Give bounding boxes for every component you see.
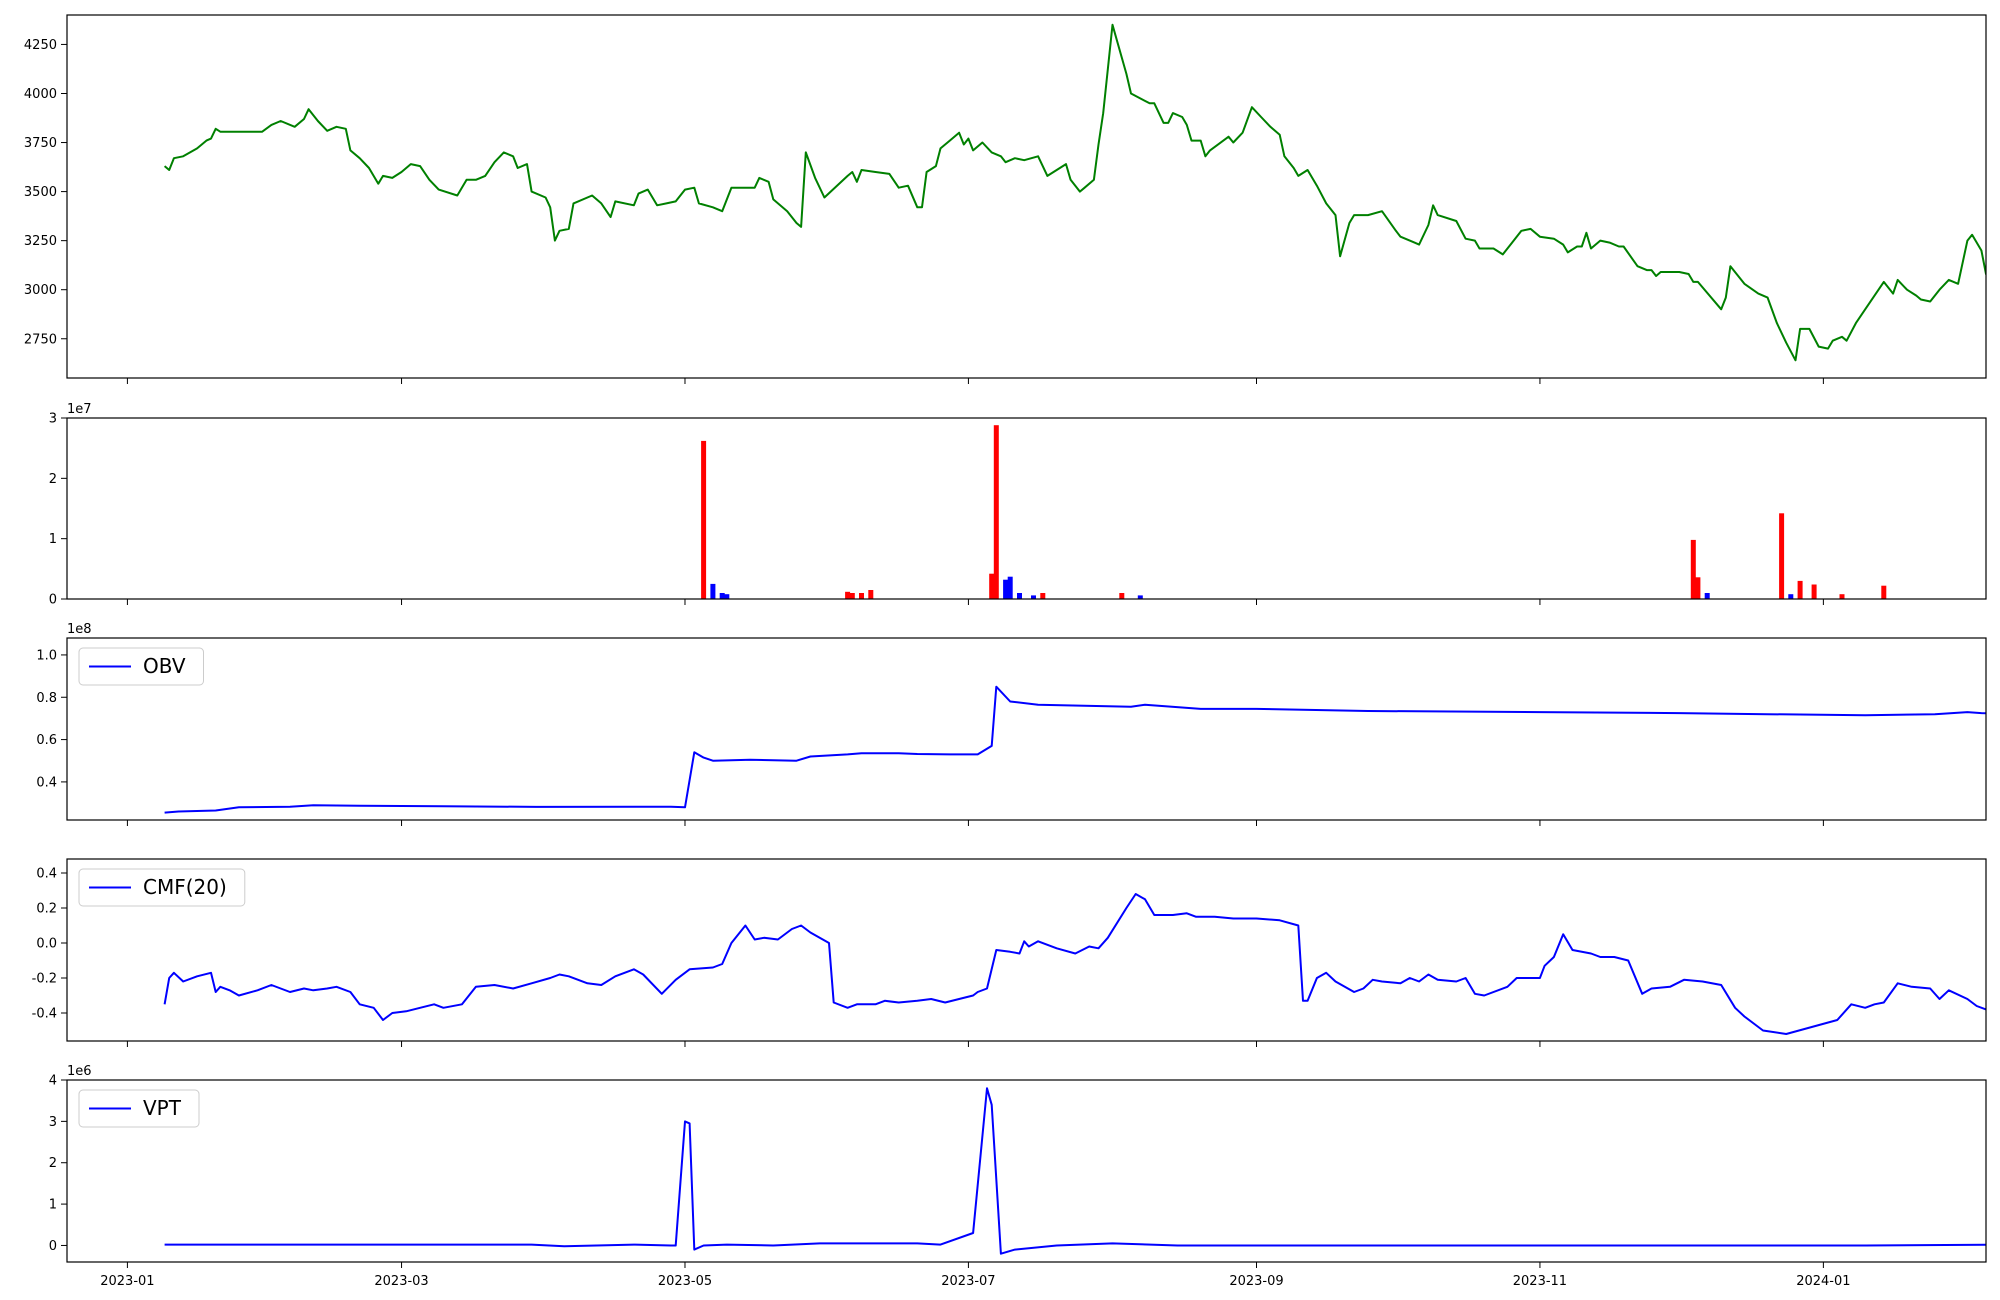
volume-bar [1119, 593, 1125, 599]
axes-frame [66, 417, 1987, 600]
legend-label: VPT [143, 1096, 182, 1120]
x-tick-label: 2023-01 [100, 1274, 154, 1289]
volume-bar [993, 425, 999, 599]
x-tick-label: 2023-11 [1513, 1274, 1567, 1289]
y-axis-multiplier: 1e6 [67, 1064, 92, 1079]
plot-area [163, 23, 1986, 362]
y-tick-label: 2 [49, 472, 57, 487]
volume-bar [719, 593, 725, 599]
volume-bar [1017, 593, 1022, 599]
cmf-20-line [163, 893, 1986, 1035]
y-tick-label: 4250 [24, 38, 57, 53]
cmf-panel: -0.4 -0.2 0.0 0.2 0.4 CMF(20) [32, 858, 1987, 1047]
y-tick-label: 1 [49, 1198, 57, 1213]
y-tick-label: 0 [49, 1239, 57, 1254]
y-tick-label: 3 [49, 412, 57, 427]
y-tick-label: 3750 [24, 136, 57, 151]
y-tick-label: 4000 [24, 87, 57, 102]
volume-bar [1137, 595, 1143, 599]
y-tick-label: 4 [49, 1074, 57, 1089]
plot-area [163, 893, 1986, 1035]
volume-bar [701, 440, 707, 599]
volume-bar [1788, 594, 1794, 599]
volume-bar [1695, 577, 1701, 599]
y-axis-multiplier: 1e7 [67, 402, 92, 417]
x-tick-label: 2023-03 [374, 1274, 428, 1289]
y-tick-label: 3000 [24, 283, 57, 298]
y-tick-label: 0.8 [36, 691, 57, 706]
plot-area [164, 685, 1986, 814]
volume-bar [859, 593, 864, 599]
y-tick-label: 1.0 [36, 648, 57, 663]
volume-bar [1811, 584, 1817, 599]
y-tick-label: -0.2 [32, 972, 57, 987]
volume-bar [849, 593, 855, 599]
vpt-panel: 0 1 2 3 4 1e6 2023-01 2023-03 2023-05 2023-07 2023… [49, 1064, 1987, 1289]
legend-box [78, 647, 204, 686]
vpt-line [164, 1087, 1986, 1255]
x-tick-label: 2023-05 [658, 1274, 712, 1289]
volume-bar [1881, 585, 1887, 599]
volume-bar [1031, 595, 1036, 599]
y-tick-label: 3500 [24, 185, 57, 200]
y-tick-label: 2 [49, 1156, 57, 1171]
plot-area [164, 1087, 1986, 1255]
x-tick-label: 2024-01 [1796, 1274, 1850, 1289]
volume-bar [1007, 576, 1013, 599]
volume-bar [1704, 593, 1710, 599]
y-tick-label: 0.2 [36, 902, 57, 917]
legend-box [78, 868, 246, 907]
y-tick-label: -0.4 [32, 1007, 57, 1022]
legend: OBV [78, 647, 204, 686]
legend: VPT [78, 1089, 200, 1128]
axes-frame [66, 1079, 1987, 1263]
obv-panel: 0.4 0.6 0.8 1.0 1e8 OBV [36, 622, 1987, 826]
y-tick-label: 0.4 [36, 867, 57, 882]
x-tick-label: 2023-09 [1229, 1274, 1283, 1289]
volume-bar [845, 591, 851, 599]
volume-panel: 0 1 2 3 1e7 [49, 402, 1987, 608]
volume-bar [710, 583, 716, 599]
volume-bar [1797, 580, 1803, 599]
volume-bar [1779, 513, 1785, 599]
axes-frame [66, 858, 1987, 1042]
volume-bar [1040, 593, 1046, 599]
y-tick-label: 0.6 [36, 733, 57, 748]
legend-label: OBV [143, 654, 186, 678]
volume-bar [1003, 579, 1009, 599]
volume-bar [1690, 539, 1696, 599]
volume-bar [1839, 594, 1845, 599]
axes-frame [66, 637, 1987, 821]
volume-bar [724, 594, 730, 599]
y-tick-label: 0.0 [36, 937, 57, 952]
volume-bar [868, 590, 874, 599]
plot-area [701, 425, 1887, 599]
price-panel: 2750 3000 3250 3500 3750 4000 4250 [24, 14, 1987, 384]
y-tick-label: 3 [49, 1115, 57, 1130]
y-tick-label: 0 [49, 593, 57, 608]
price-line [163, 23, 1986, 362]
x-tick-label: 2023-07 [941, 1274, 995, 1289]
obv-line [164, 685, 1986, 814]
axes-frame [66, 14, 1987, 379]
legend: CMF(20) [78, 868, 246, 907]
y-tick-label: 2750 [24, 332, 57, 347]
y-tick-label: 1 [49, 532, 57, 547]
volume-bar [989, 573, 995, 599]
y-tick-label: 3250 [24, 234, 57, 249]
y-tick-label: 0.4 [36, 775, 57, 790]
y-axis-multiplier: 1e8 [67, 622, 92, 637]
legend-box [78, 1089, 200, 1128]
legend-label: CMF(20) [143, 875, 227, 899]
